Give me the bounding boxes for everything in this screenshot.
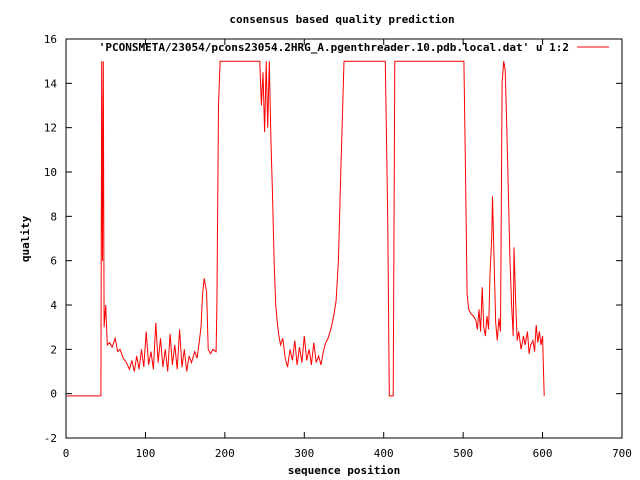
y-tick-label: 8: [50, 210, 57, 223]
y-tick-label: 10: [44, 166, 57, 179]
plot-frame: [65, 38, 623, 439]
y-tick-label: 4: [50, 299, 57, 312]
x-tick-label: 300: [294, 447, 314, 460]
x-tick-label: 500: [453, 447, 473, 460]
x-tick-label: 400: [374, 447, 394, 460]
series-line: [66, 60, 545, 397]
x-tick-label: 100: [135, 447, 155, 460]
y-tick-label: 6: [50, 255, 57, 268]
x-tick-label: 700: [612, 447, 632, 460]
y-axis-label: quality: [19, 215, 32, 262]
y-tick-label: 0: [50, 388, 57, 401]
x-axis-label: sequence position: [288, 464, 401, 477]
x-tick-label: 600: [533, 447, 553, 460]
axis-ticks: 0 100 200 300 400 500 600 700 -2 0 2 4 6 8 10 12 14 16: [44, 33, 632, 460]
x-tick-label: 0: [63, 447, 70, 460]
x-tick-label: 200: [215, 447, 235, 460]
series-layer: [66, 60, 545, 397]
legend-entry-label: 'PCONSMETA/23054/pcons23054.2HRG_A.pgent…: [99, 41, 569, 54]
y-tick-label: -2: [44, 432, 57, 445]
y-tick-label: 14: [44, 77, 58, 90]
y-tick-label: 16: [44, 33, 57, 46]
legend: 'PCONSMETA/23054/pcons23054.2HRG_A.pgent…: [99, 41, 609, 54]
y-tick-label: 2: [50, 343, 57, 356]
chart-title: consensus based quality prediction: [229, 13, 454, 26]
y-tick-label: 12: [44, 122, 57, 135]
